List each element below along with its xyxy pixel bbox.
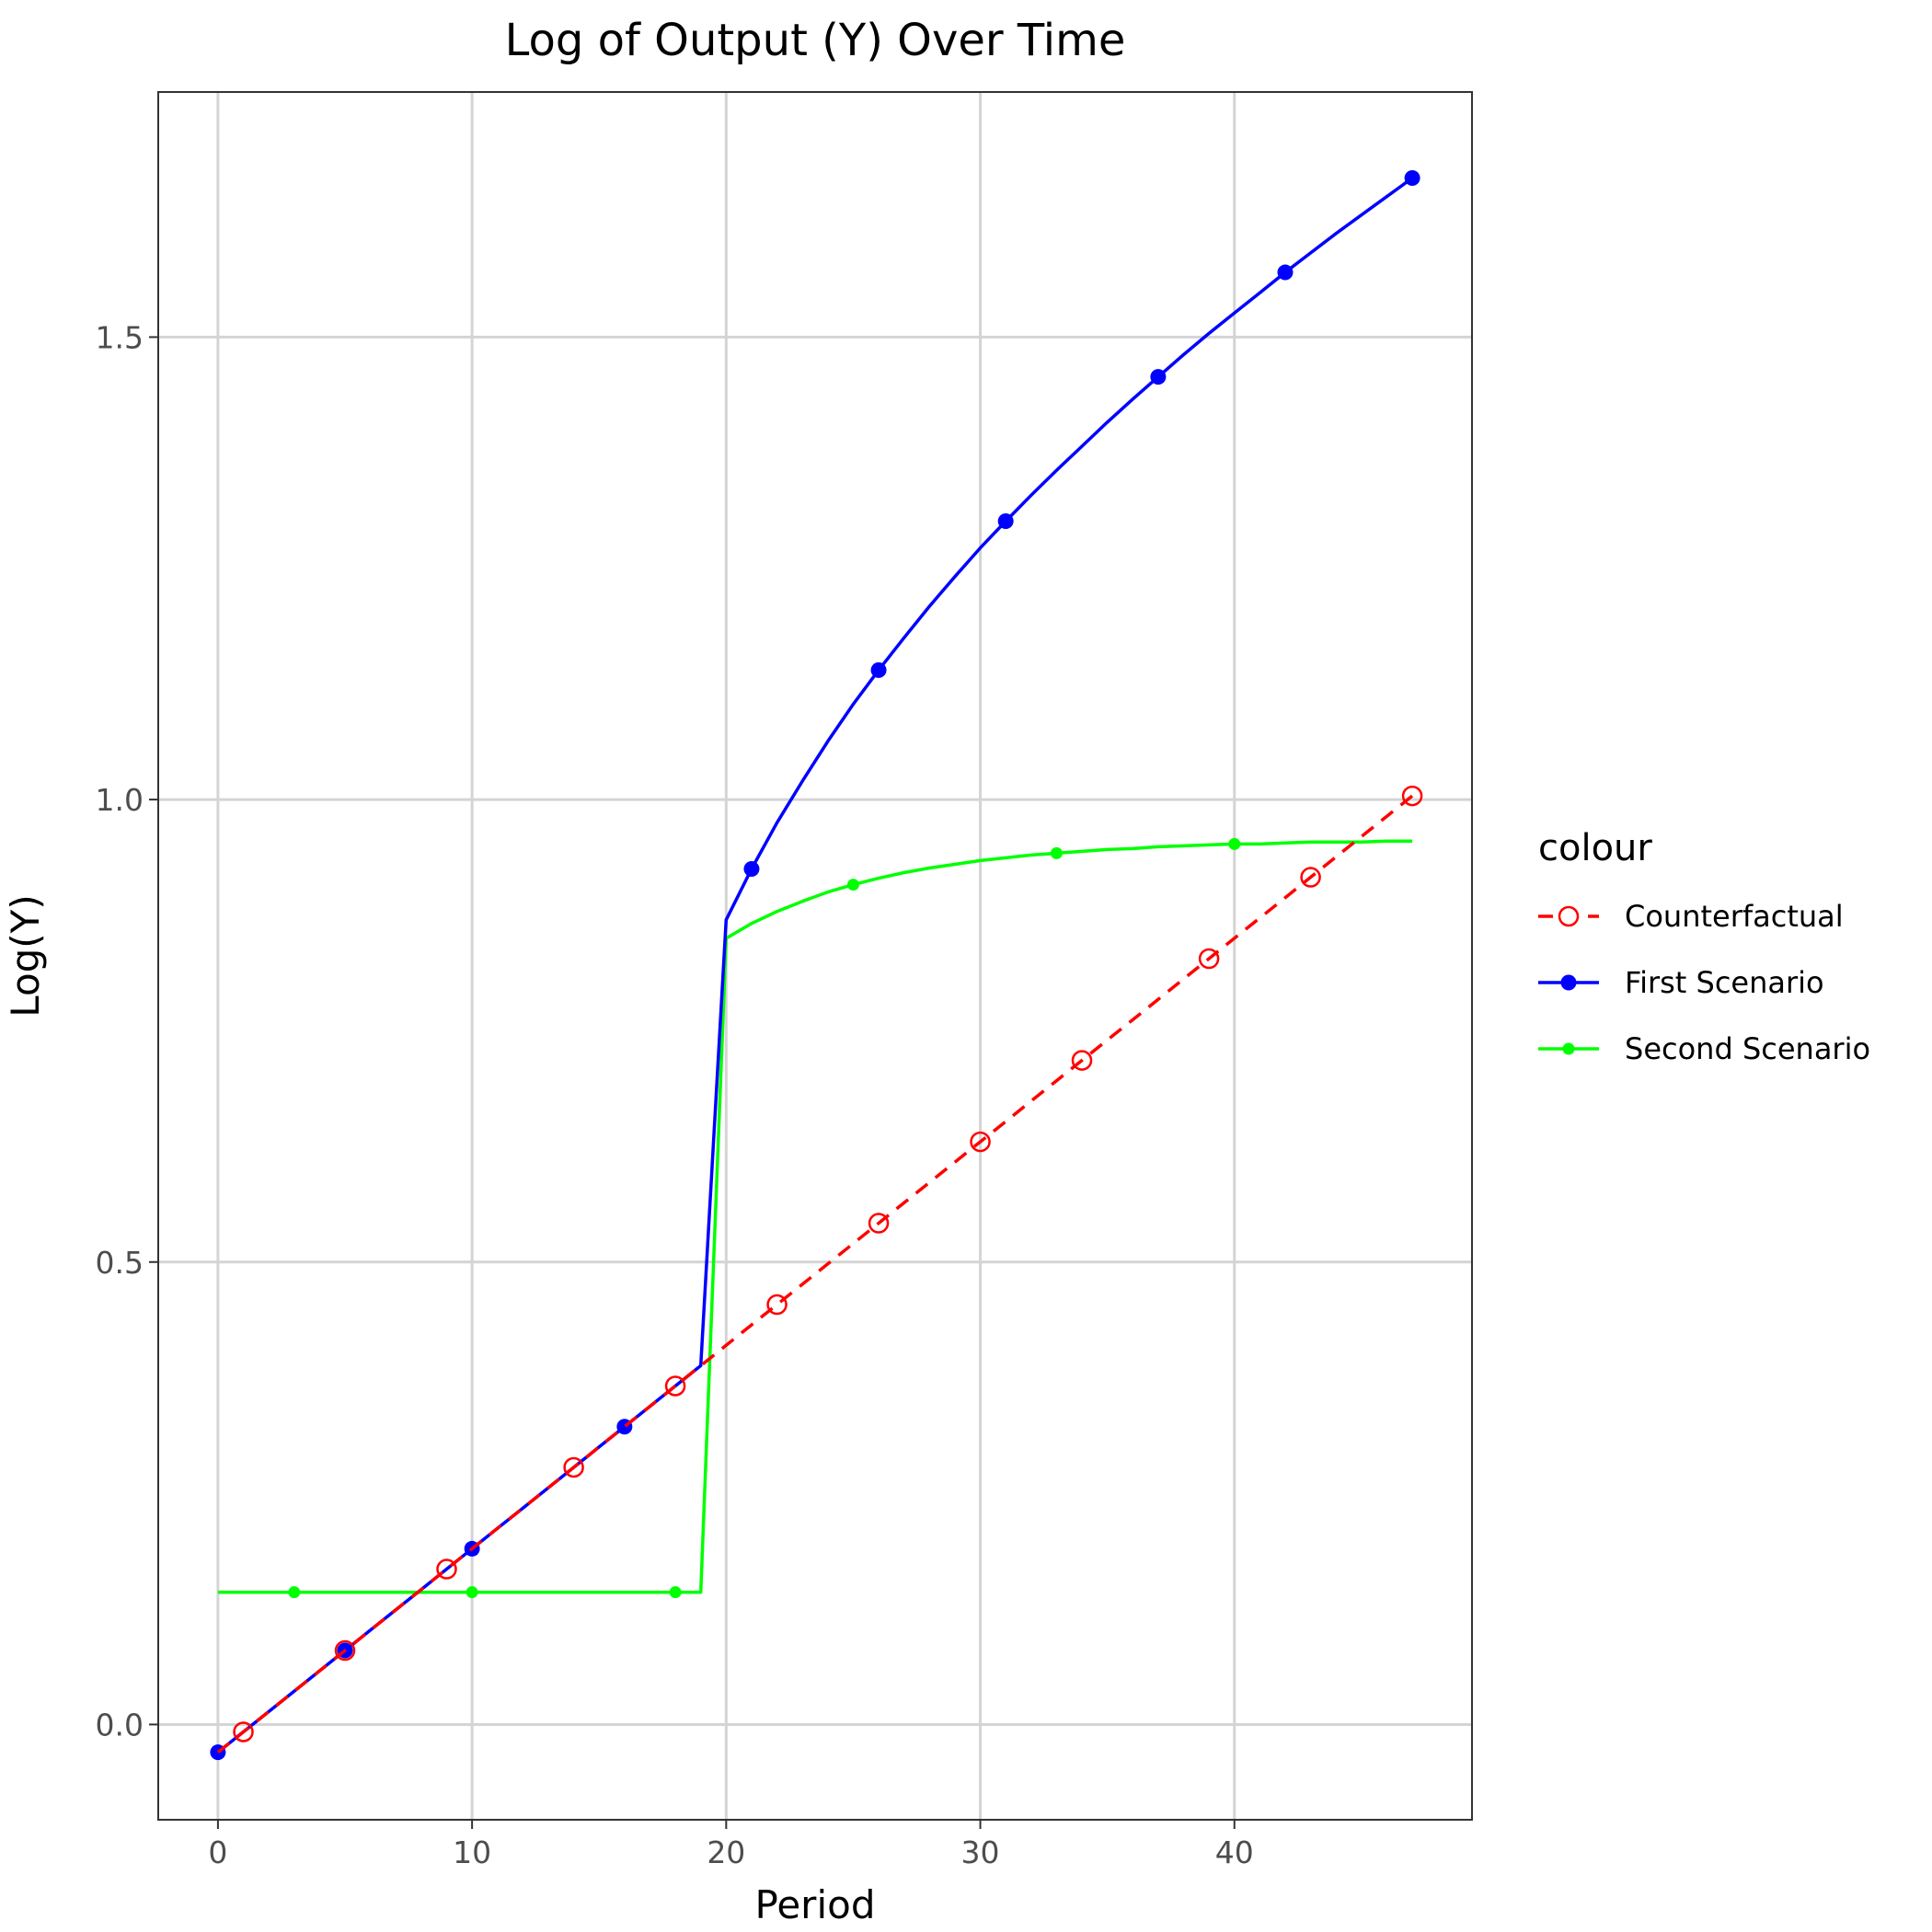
second-scenario-point <box>669 1586 682 1599</box>
x-tick-label: 40 <box>1215 1834 1254 1870</box>
first-scenario-point <box>997 512 1014 529</box>
counterfactual-series <box>216 785 1423 1754</box>
legend-label-second-scenario: Second Scenario <box>1625 1031 1870 1066</box>
counterfactual-point <box>868 1213 890 1234</box>
legend-item-second-scenario: Second Scenario <box>1538 1031 1870 1066</box>
x-tick-label: 10 <box>453 1834 491 1870</box>
series-layer <box>210 169 1423 1761</box>
first-scenario-point <box>870 661 887 678</box>
legend-item-counterfactual: Counterfactual <box>1538 899 1844 934</box>
x-tick-label: 0 <box>208 1834 227 1870</box>
legend-marker-second-scenario <box>1562 1042 1575 1055</box>
counterfactual-point <box>1300 867 1321 888</box>
legend: colour Counterfactual First Scenario Secon… <box>1538 827 1870 1066</box>
legend-title: colour <box>1538 827 1652 869</box>
counterfactual-point <box>970 1131 991 1153</box>
panel-border <box>157 91 1473 1821</box>
counterfactual-line <box>216 794 1414 1754</box>
grid <box>158 92 1472 1820</box>
y-tick-label: 0.0 <box>96 1707 144 1742</box>
first-scenario-point <box>1404 169 1420 186</box>
legend-marker-first-scenario <box>1560 974 1577 991</box>
second-scenario-point <box>466 1586 478 1599</box>
second-scenario-point <box>1050 846 1063 859</box>
legend-marker-counterfactual <box>1558 905 1580 927</box>
legend-item-first-scenario: First Scenario <box>1538 965 1824 1000</box>
second-scenario-point <box>1228 837 1241 850</box>
x-tick-label: 30 <box>961 1834 1000 1870</box>
first-scenario-point <box>743 860 760 877</box>
second-scenario-point <box>288 1586 301 1599</box>
chart-title: Log of Output (Y) Over Time <box>505 15 1126 66</box>
y-tick-label: 0.5 <box>96 1245 144 1281</box>
first-scenario-point <box>1150 369 1167 385</box>
x-axis-title: Period <box>755 1882 876 1927</box>
counterfactual-point <box>766 1294 788 1316</box>
x-tick-label: 20 <box>707 1834 745 1870</box>
x-axis: 0 10 20 30 40 <box>208 1820 1254 1870</box>
counterfactual-point <box>233 1721 254 1742</box>
y-tick-label: 1.5 <box>96 319 144 355</box>
counterfactual-point <box>334 1639 356 1662</box>
counterfactual-point <box>1198 948 1220 970</box>
counterfactual-point <box>1071 1050 1093 1071</box>
legend-label-counterfactual: Counterfactual <box>1625 899 1844 934</box>
second-scenario-point <box>846 879 859 891</box>
y-axis: 0.0 0.5 1.0 1.5 <box>96 319 158 1742</box>
counterfactual-point <box>1401 785 1423 807</box>
y-axis-title: Log(Y) <box>3 894 48 1017</box>
legend-items: Counterfactual First Scenario Second Scena… <box>1538 899 1870 1066</box>
first-scenario-series <box>210 169 1420 1761</box>
legend-label-first-scenario: First Scenario <box>1625 965 1824 1000</box>
y-tick-label: 1.0 <box>96 782 144 818</box>
counterfactual-point <box>664 1375 686 1397</box>
counterfactual-point <box>436 1558 457 1580</box>
first-scenario-point <box>1277 264 1294 281</box>
counterfactual-point <box>563 1456 584 1478</box>
